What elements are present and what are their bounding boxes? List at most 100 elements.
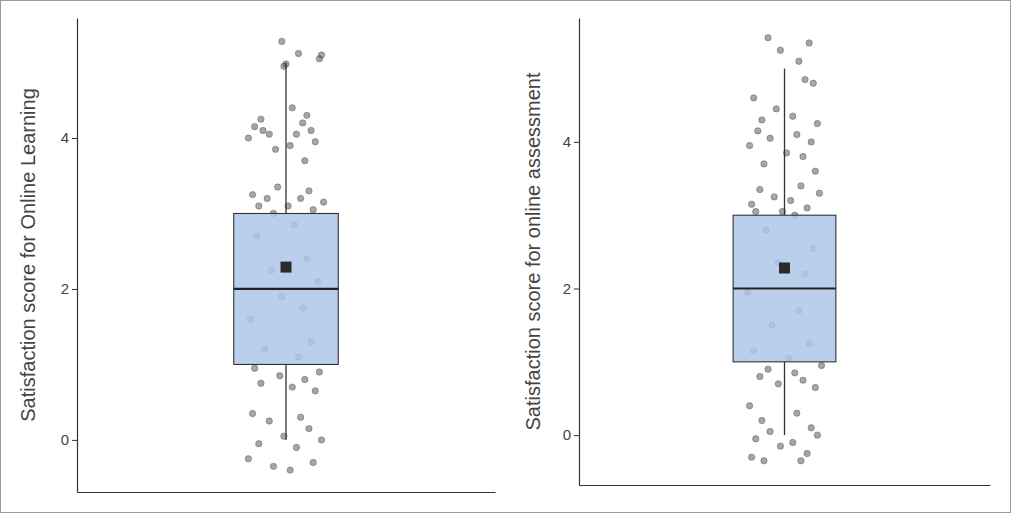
point bbox=[816, 190, 822, 196]
point bbox=[251, 123, 257, 129]
whisker-upper bbox=[784, 69, 785, 216]
point bbox=[318, 52, 324, 58]
point bbox=[306, 188, 312, 194]
tick: 2 bbox=[61, 280, 77, 297]
tick-label: 4 bbox=[61, 129, 69, 146]
tick-label: 0 bbox=[61, 431, 69, 448]
point bbox=[798, 458, 804, 464]
point bbox=[755, 128, 761, 134]
y-axis-title: Satisfaction score for online assessment bbox=[522, 72, 544, 430]
point bbox=[800, 377, 806, 383]
point bbox=[765, 366, 771, 372]
point bbox=[818, 362, 824, 368]
point bbox=[812, 384, 818, 390]
point bbox=[310, 459, 316, 465]
point bbox=[258, 380, 264, 386]
mean-marker bbox=[779, 262, 790, 273]
point bbox=[794, 410, 800, 416]
point bbox=[767, 135, 773, 141]
point bbox=[302, 376, 308, 382]
point bbox=[279, 38, 285, 44]
tick: 0 bbox=[61, 431, 77, 448]
point bbox=[812, 168, 818, 174]
point bbox=[297, 414, 303, 420]
point bbox=[750, 95, 756, 101]
y-axis: 0 2 4 bbox=[61, 19, 78, 493]
tick-mark bbox=[574, 435, 579, 436]
point bbox=[771, 194, 777, 200]
whisker-upper bbox=[285, 63, 286, 214]
point bbox=[753, 208, 759, 214]
plot-area bbox=[733, 35, 836, 464]
point bbox=[806, 40, 812, 46]
point bbox=[260, 127, 266, 133]
point bbox=[249, 410, 255, 416]
point bbox=[773, 106, 779, 112]
point bbox=[757, 373, 763, 379]
x-axis bbox=[78, 492, 496, 493]
point bbox=[787, 197, 793, 203]
point bbox=[759, 417, 765, 423]
point bbox=[794, 131, 800, 137]
point bbox=[804, 205, 810, 211]
point bbox=[304, 112, 310, 118]
point bbox=[277, 373, 283, 379]
point bbox=[814, 120, 820, 126]
point bbox=[765, 35, 771, 41]
point bbox=[306, 425, 312, 431]
whisker-lower bbox=[285, 364, 286, 439]
point bbox=[258, 116, 264, 122]
point bbox=[761, 458, 767, 464]
y-axis-title: Satisfaction score for Online Learning bbox=[17, 88, 39, 422]
panel: 0 2 4 Satisfaction score for online assessm… bbox=[522, 19, 990, 486]
tick-label: 2 bbox=[563, 280, 571, 297]
point bbox=[300, 120, 306, 126]
tick-mark bbox=[574, 142, 579, 143]
tick: 2 bbox=[563, 280, 579, 297]
point bbox=[312, 139, 318, 145]
point bbox=[753, 436, 759, 442]
tick-label: 4 bbox=[563, 133, 571, 150]
point bbox=[264, 195, 270, 201]
point bbox=[759, 117, 765, 123]
y-axis: 0 2 4 bbox=[563, 19, 580, 486]
whisker-lower bbox=[784, 362, 785, 435]
median bbox=[234, 288, 339, 290]
point bbox=[289, 384, 295, 390]
point bbox=[289, 105, 295, 111]
figure: 0 2 4 Satisfaction score for Online Learnin… bbox=[0, 0, 1011, 513]
point bbox=[256, 203, 262, 209]
point bbox=[293, 444, 299, 450]
point bbox=[266, 131, 272, 137]
y-axis-line bbox=[579, 19, 580, 486]
point bbox=[796, 58, 802, 64]
tick-mark bbox=[72, 440, 77, 441]
point bbox=[800, 153, 806, 159]
point bbox=[798, 183, 804, 189]
point bbox=[804, 450, 810, 456]
mean-marker bbox=[281, 262, 292, 273]
figure-border bbox=[1, 1, 1011, 513]
point bbox=[302, 157, 308, 163]
point bbox=[295, 50, 301, 56]
point bbox=[251, 365, 257, 371]
point bbox=[790, 113, 796, 119]
y-axis-line bbox=[77, 19, 78, 493]
point bbox=[777, 47, 783, 53]
point bbox=[767, 428, 773, 434]
point bbox=[790, 439, 796, 445]
point bbox=[249, 191, 255, 197]
point bbox=[245, 456, 251, 462]
tick: 0 bbox=[563, 426, 579, 443]
median bbox=[733, 287, 836, 289]
point bbox=[318, 437, 324, 443]
point bbox=[777, 443, 783, 449]
point bbox=[810, 80, 816, 86]
point bbox=[270, 463, 276, 469]
x-axis-line bbox=[78, 492, 496, 493]
point bbox=[274, 184, 280, 190]
point bbox=[748, 201, 754, 207]
point bbox=[792, 370, 798, 376]
tick-mark bbox=[72, 138, 77, 139]
point bbox=[245, 135, 251, 141]
